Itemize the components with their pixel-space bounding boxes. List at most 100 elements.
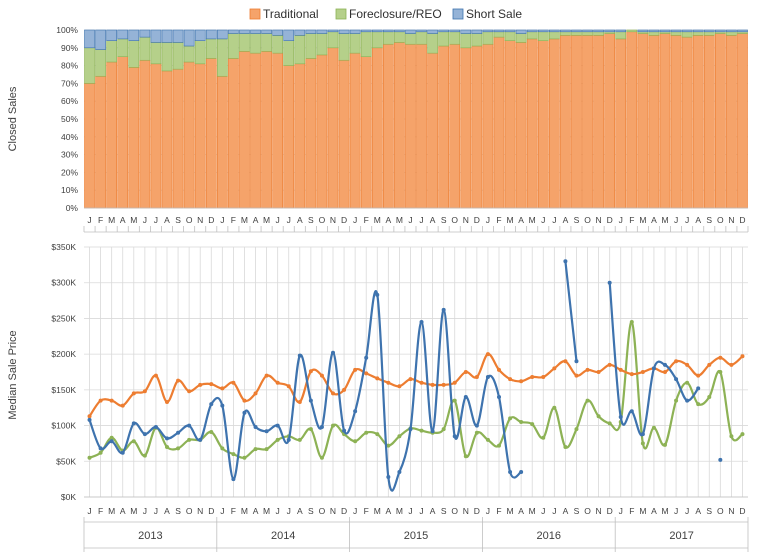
bar-segment-short [394,29,405,33]
point-reo [397,434,402,439]
bar-segment-reo [360,31,372,58]
point-traditional [563,359,568,364]
bar-segment-reo [615,31,627,40]
point-traditional [718,355,723,360]
bar-segment-short [250,29,261,34]
bar-segment-short [382,29,394,33]
bottom-xtick-label: J [143,506,147,516]
bar-segment-reo [139,36,151,61]
bar-segment-reo [128,40,140,68]
bar-segment-traditional [427,52,438,209]
point-short [651,366,656,371]
point-traditional [441,382,446,387]
point-reo [187,437,192,442]
point-traditional [452,380,457,385]
bar-segment-reo [471,33,483,47]
bottom-xtick-label: J [619,506,623,516]
bar-segment-traditional [548,38,560,209]
top-ytick-label: 50% [61,114,78,124]
bar-segment-short [172,29,184,43]
legend-label-short-sale: Short Sale [466,7,522,21]
point-short [629,409,634,414]
bar-segment-short [714,29,726,33]
bar-segment-short [449,29,461,33]
point-short [131,421,136,426]
point-short [364,355,369,360]
point-traditional [364,371,369,376]
top-ytick-label: 0% [66,203,79,213]
point-reo [519,420,524,424]
bar-segment-reo [460,33,472,49]
top-xtick-label: F [364,215,369,225]
bar-segment-traditional [217,75,228,209]
point-traditional [142,389,147,394]
top-xtick-label: N [728,215,734,225]
bar-segment-short [316,29,328,34]
top-xtick-label: D [474,215,480,225]
bar-segment-traditional [471,45,483,209]
point-short [618,415,623,419]
bottom-xtick-label: M [529,506,536,516]
bar-segment-short [504,29,516,33]
bottom-chart-y-ticks: $0K $50K $100K $150K $200K $250K $300K $350K [51,242,76,502]
point-reo [253,447,258,452]
point-short [419,320,424,324]
point-traditional [120,403,125,408]
bar-segment-short [560,29,571,33]
bottom-xtick-label: D [739,506,745,516]
point-short [408,427,413,432]
top-ytick-label: 40% [61,132,78,142]
bar-segment-reo [582,31,593,36]
bar-segment-reo [482,31,494,45]
bar-segment-traditional [416,43,427,209]
top-xtick-label: F [98,215,103,225]
point-short [397,470,402,474]
bottom-xtick-label: J [486,506,490,516]
point-reo [264,447,269,452]
bar-segment-traditional [482,43,494,209]
bar-segment-reo [394,31,405,43]
bar-segment-short [150,29,162,43]
point-traditional [242,398,247,403]
bar-segment-traditional [228,58,239,209]
point-traditional [707,362,712,367]
bar-segment-traditional [305,58,317,209]
bar-segment-short [648,29,660,33]
point-traditional [519,379,524,384]
year-label: 2014 [271,530,295,542]
bottom-ytick-label: $150K [51,385,76,395]
bar-segment-traditional [250,52,261,209]
bar-segment-reo [217,38,228,77]
point-reo [552,405,557,410]
bottom-chart-series [87,259,745,492]
top-xtick-label: A [120,215,126,225]
bottom-xtick-label: J [353,506,357,516]
point-traditional [574,373,579,378]
point-reo [640,441,645,446]
point-traditional [397,384,402,389]
point-traditional [530,375,535,379]
bar-segment-reo [692,31,704,36]
bottom-xtick-label: M [241,506,248,516]
top-xtick-label: J [143,215,147,225]
bar-segment-traditional [526,38,538,209]
bottom-xtick-label: A [430,506,436,516]
point-short [297,353,302,358]
bottom-xtick-label: J [154,506,158,516]
bottom-xtick-label: M [374,506,381,516]
point-reo [419,428,424,433]
bottom-ytick-label: $0K [61,492,76,502]
bar-segment-short [294,29,306,36]
point-traditional [342,387,347,392]
bottom-xtick-label: J [87,506,91,516]
bar-segment-short [139,29,151,38]
top-xtick-label: A [430,215,436,225]
point-reo [364,430,369,435]
bar-segment-traditional [560,35,571,209]
bar-segment-traditional [737,33,748,209]
bottom-xtick-label: N [197,506,203,516]
bar-segment-short [471,29,483,34]
bar-segment-traditional [703,35,715,209]
point-traditional [297,400,302,404]
bar-segment-reo [283,40,295,66]
